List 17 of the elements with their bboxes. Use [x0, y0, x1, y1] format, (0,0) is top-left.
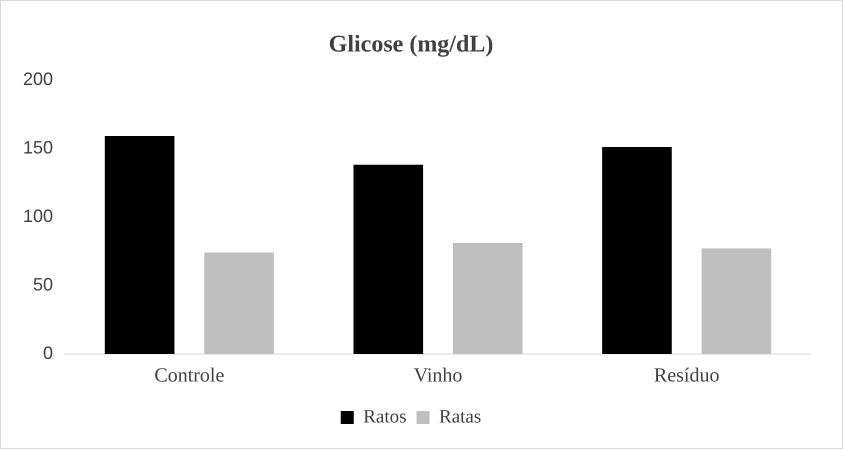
bar	[104, 136, 174, 354]
bar	[353, 164, 424, 354]
chart-title: Glicose (mg/dL)	[328, 32, 494, 58]
legend-label: Ratos	[363, 406, 407, 428]
bar	[204, 252, 274, 354]
bar	[702, 248, 772, 354]
legend-label: Ratas	[439, 406, 482, 428]
x-tick-label: Controle	[154, 364, 224, 386]
y-tick-label: 200	[22, 68, 54, 89]
y-tick-label: 50	[33, 274, 54, 294]
y-tick-label: 0	[43, 342, 54, 363]
bar	[452, 242, 523, 354]
x-tick-label: Vinho	[414, 364, 462, 386]
y-tick-label: 150	[22, 137, 54, 158]
y-tick-label: 100	[22, 206, 54, 226]
x-tick-label: Resíduo	[654, 364, 720, 386]
bar	[602, 146, 672, 354]
